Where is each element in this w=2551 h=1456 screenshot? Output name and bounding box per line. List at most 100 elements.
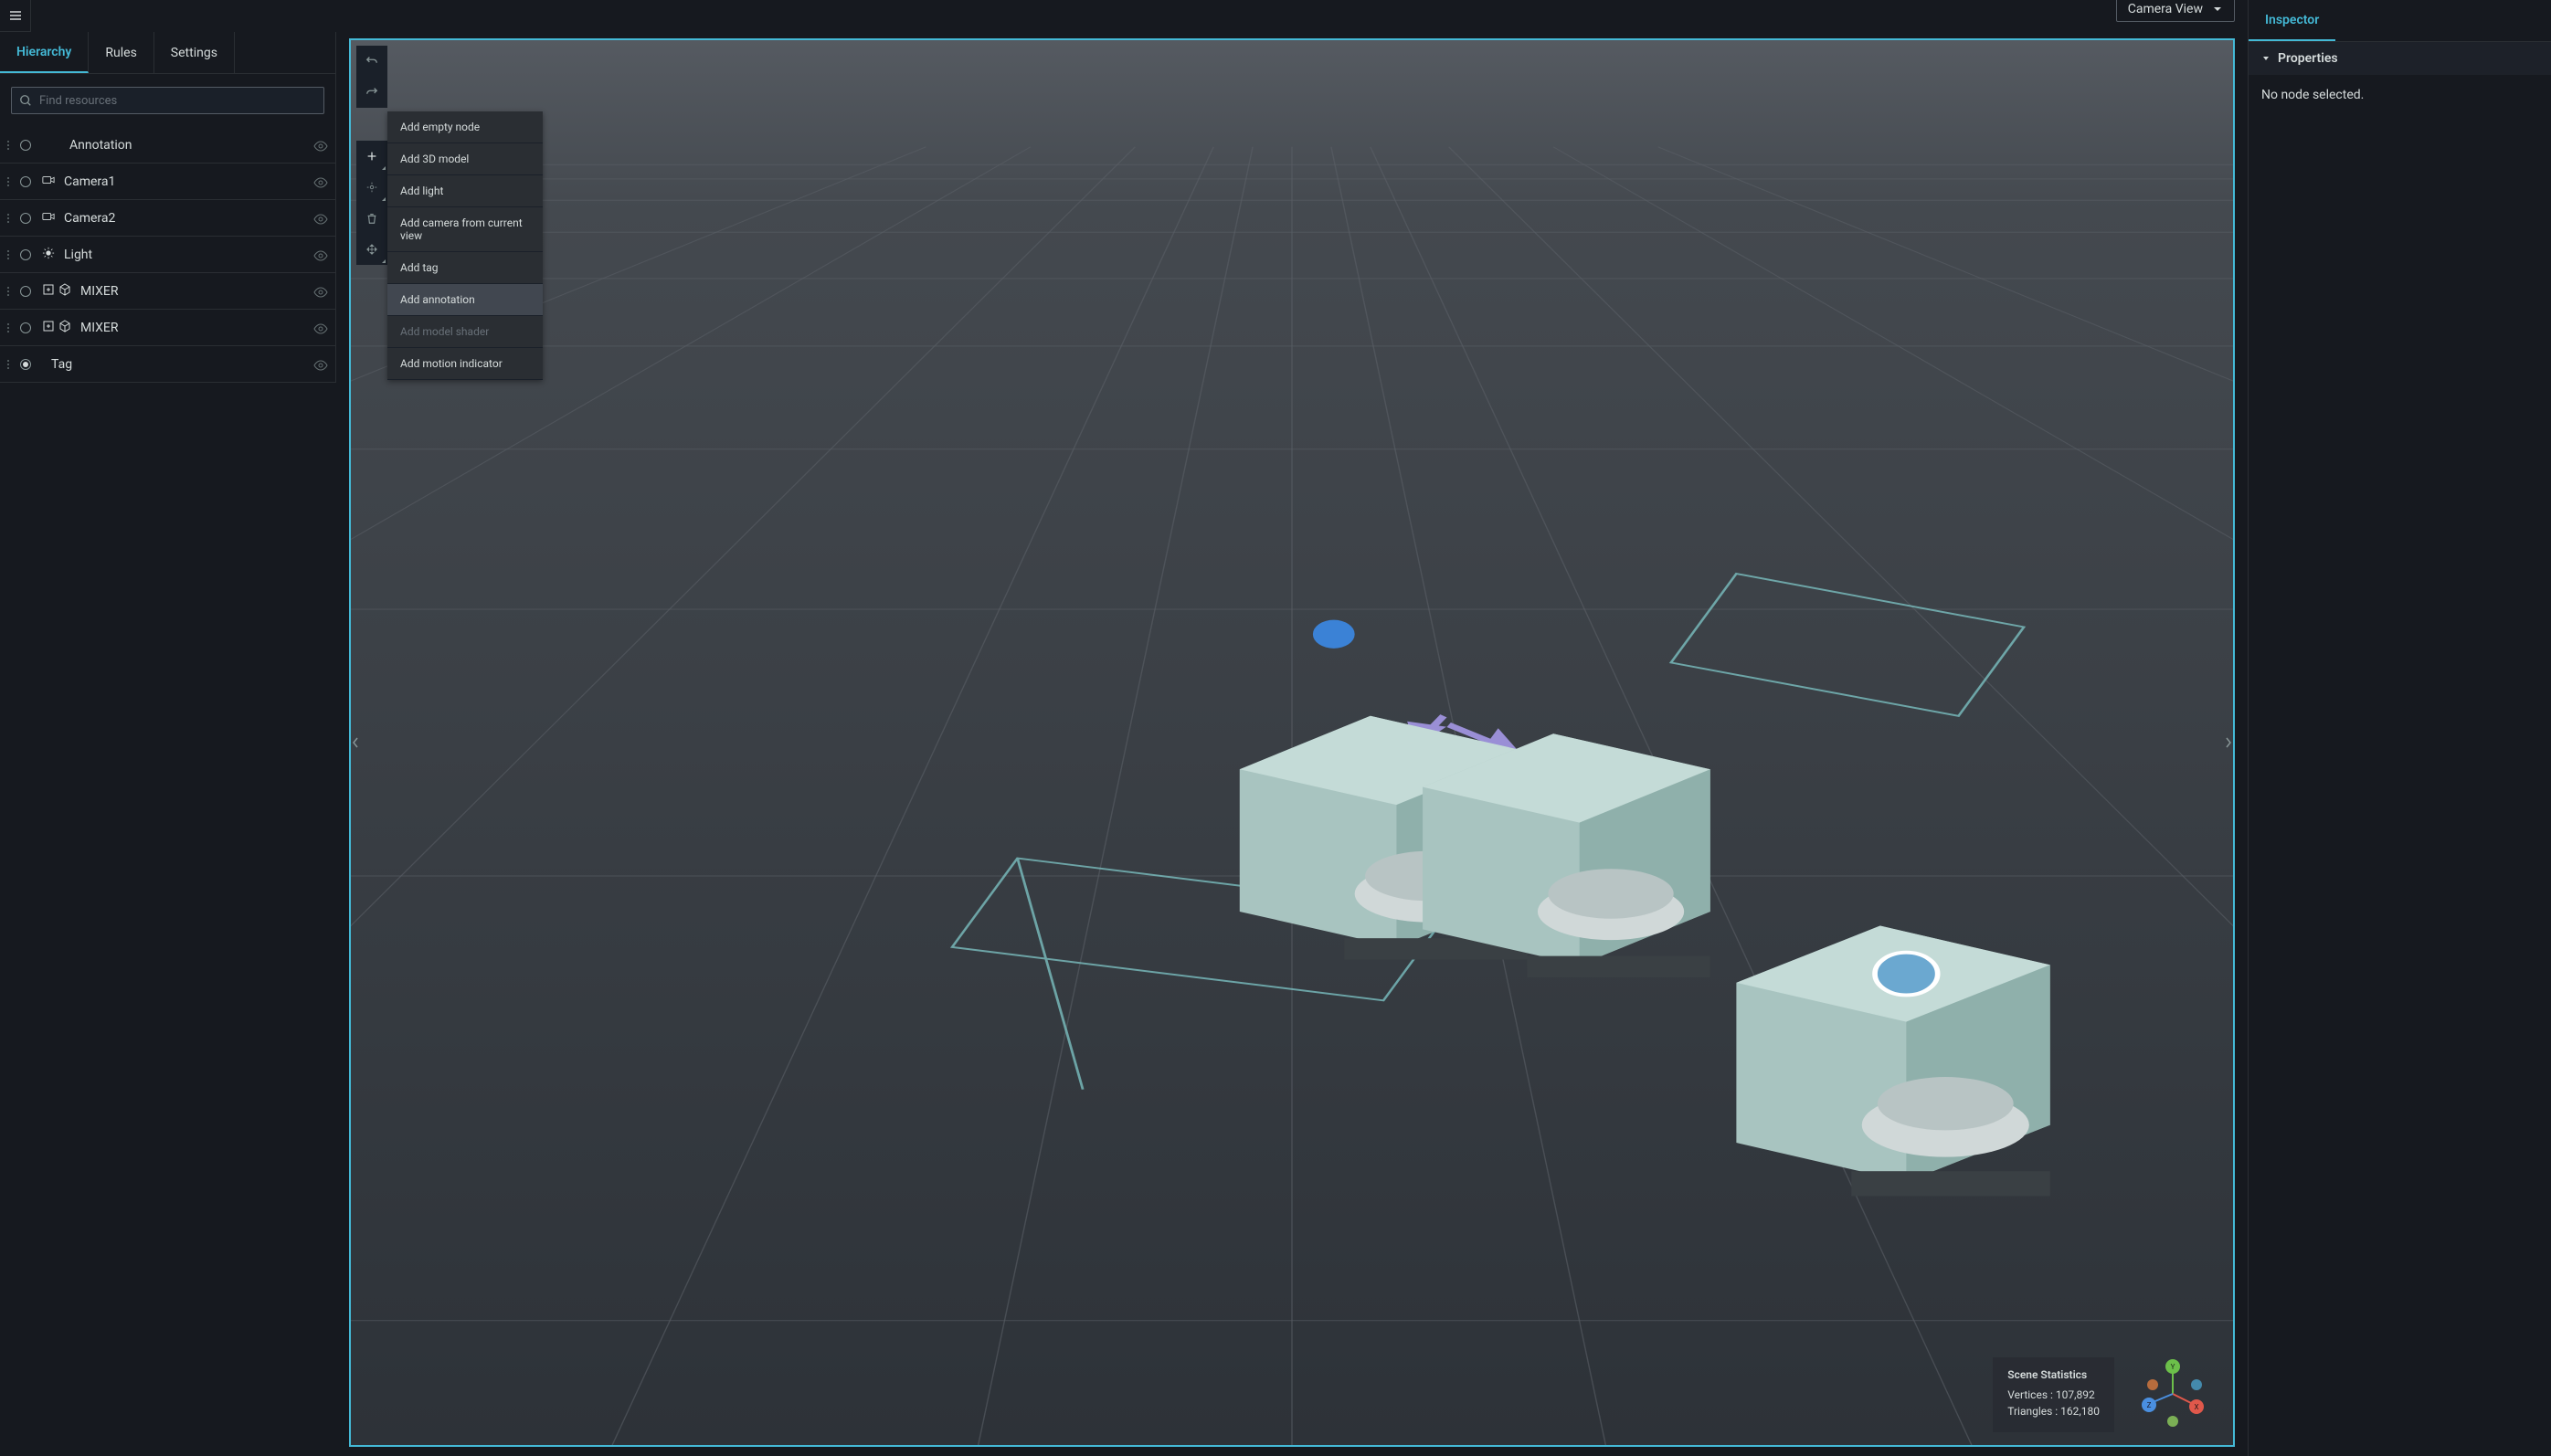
select-radio[interactable] <box>20 286 31 297</box>
drag-handle-icon[interactable] <box>7 250 13 259</box>
chevron-down-icon <box>2212 4 2223 15</box>
tab-rules[interactable]: Rules <box>89 32 153 73</box>
collapse-left-button[interactable] <box>349 724 362 761</box>
node-label: Tag <box>51 357 313 372</box>
drag-handle-icon[interactable] <box>7 141 13 150</box>
move-button[interactable] <box>356 234 387 265</box>
chevron-left-icon <box>351 736 360 749</box>
hierarchy-nodes: Annotation Camera1 Camera2 Light MIXER MIXER T… <box>0 127 335 383</box>
node-icons <box>42 319 71 336</box>
viewport-top-controls: Camera View <box>2116 0 2235 22</box>
camera-view-label: Camera View <box>2128 2 2203 16</box>
axis-gizmo[interactable]: Y X Z <box>2136 1357 2209 1430</box>
select-radio[interactable] <box>20 359 31 370</box>
center-panel: Camera View <box>336 0 2248 1456</box>
visibility-toggle[interactable] <box>313 138 328 153</box>
hierarchy-node-mixer1[interactable]: MIXER <box>0 273 335 310</box>
empty-message: No node selected. <box>2261 88 2364 102</box>
node-icons <box>42 282 71 300</box>
add-menu-item[interactable]: Add 3D model <box>387 143 543 175</box>
add-menu-item[interactable]: Add tag <box>387 252 543 284</box>
app-root: Hierarchy Rules Settings Annotation Camer… <box>0 0 2551 1456</box>
hamburger-menu-button[interactable] <box>0 0 31 32</box>
viewport-wrap: Add empty nodeAdd 3D modelAdd lightAdd c… <box>349 9 2235 1447</box>
properties-title: Properties <box>2278 51 2338 66</box>
select-radio[interactable] <box>20 213 31 224</box>
plus-icon <box>365 150 378 163</box>
search-box[interactable] <box>11 87 324 114</box>
caret-down-icon <box>2261 54 2270 63</box>
visibility-toggle[interactable] <box>313 211 328 226</box>
stats-triangles: Triangles : 162,180 <box>2007 1405 2100 1418</box>
drag-handle-icon[interactable] <box>7 323 13 332</box>
transform-button[interactable] <box>356 172 387 203</box>
select-radio[interactable] <box>20 249 31 260</box>
trash-icon <box>365 212 378 225</box>
scene-statistics: Scene Statistics Vertices : 107,892 Tria… <box>1993 1357 2114 1432</box>
node-label: Light <box>64 248 313 262</box>
search-icon <box>19 94 32 107</box>
tab-settings[interactable]: Settings <box>154 32 235 73</box>
search-input[interactable] <box>39 94 316 108</box>
chevron-right-icon <box>2224 736 2233 749</box>
visibility-toggle[interactable] <box>313 248 328 262</box>
properties-section-header[interactable]: Properties <box>2249 42 2551 75</box>
tab-hierarchy[interactable]: Hierarchy <box>0 32 89 73</box>
camera-icon <box>42 209 55 227</box>
left-tabs: Hierarchy Rules Settings <box>0 32 335 74</box>
main-layout: Hierarchy Rules Settings Annotation Camer… <box>0 0 2551 1456</box>
undo-button[interactable] <box>356 46 387 77</box>
drag-handle-icon[interactable] <box>7 214 13 223</box>
visibility-toggle[interactable] <box>313 174 328 189</box>
node-icons <box>42 246 55 263</box>
node-label: MIXER <box>80 321 313 335</box>
hierarchy-node-camera2[interactable]: Camera2 <box>0 200 335 237</box>
cube-icon <box>58 282 71 300</box>
add-context-menu: Add empty nodeAdd 3D modelAdd lightAdd c… <box>387 111 543 380</box>
select-radio[interactable] <box>20 176 31 187</box>
redo-button[interactable] <box>356 77 387 108</box>
node-label: Camera2 <box>64 211 313 226</box>
hamburger-icon <box>8 8 23 23</box>
left-column: Hierarchy Rules Settings Annotation Camer… <box>0 0 336 1456</box>
drag-handle-icon[interactable] <box>7 177 13 186</box>
collapse-right-button[interactable] <box>2222 724 2235 761</box>
visibility-toggle[interactable] <box>313 357 328 372</box>
visibility-toggle[interactable] <box>313 284 328 299</box>
add-menu-item[interactable]: Add light <box>387 175 543 207</box>
3d-viewport[interactable]: Add empty nodeAdd 3D modelAdd lightAdd c… <box>349 38 2235 1447</box>
add-menu-item[interactable]: Add annotation <box>387 284 543 316</box>
cube-icon <box>58 319 71 336</box>
node-icons <box>42 173 55 190</box>
node-label: MIXER <box>80 284 313 299</box>
transform-icon <box>365 181 378 194</box>
stats-title: Scene Statistics <box>2007 1368 2100 1381</box>
expand-icon <box>42 319 55 336</box>
select-radio[interactable] <box>20 140 31 151</box>
add-button[interactable] <box>356 141 387 172</box>
camera-icon <box>42 173 55 190</box>
left-panel: Hierarchy Rules Settings Annotation Camer… <box>0 32 336 383</box>
light-icon <box>42 246 55 263</box>
svg-text:X: X <box>2194 1403 2198 1411</box>
add-menu-item: Add model shader <box>387 316 543 348</box>
hierarchy-node-mixer2[interactable]: MIXER <box>0 310 335 346</box>
hierarchy-node-annotation[interactable]: Annotation <box>0 127 335 164</box>
drag-handle-icon[interactable] <box>7 287 13 296</box>
drag-handle-icon[interactable] <box>7 360 13 369</box>
add-menu-item[interactable]: Add motion indicator <box>387 348 543 380</box>
node-icons <box>42 209 55 227</box>
hierarchy-node-light[interactable]: Light <box>0 237 335 273</box>
properties-body: No node selected. <box>2249 75 2551 115</box>
hierarchy-node-camera1[interactable]: Camera1 <box>0 164 335 200</box>
grid-floor <box>351 40 2233 1445</box>
hierarchy-node-tag[interactable]: Tag <box>0 346 335 383</box>
delete-button[interactable] <box>356 203 387 234</box>
tab-inspector[interactable]: Inspector <box>2249 0 2335 41</box>
select-radio[interactable] <box>20 322 31 333</box>
add-menu-item[interactable]: Add camera from current view <box>387 207 543 252</box>
add-menu-item[interactable]: Add empty node <box>387 111 543 143</box>
node-label: Annotation <box>69 138 313 153</box>
visibility-toggle[interactable] <box>313 321 328 335</box>
camera-view-dropdown[interactable]: Camera View <box>2116 0 2235 22</box>
